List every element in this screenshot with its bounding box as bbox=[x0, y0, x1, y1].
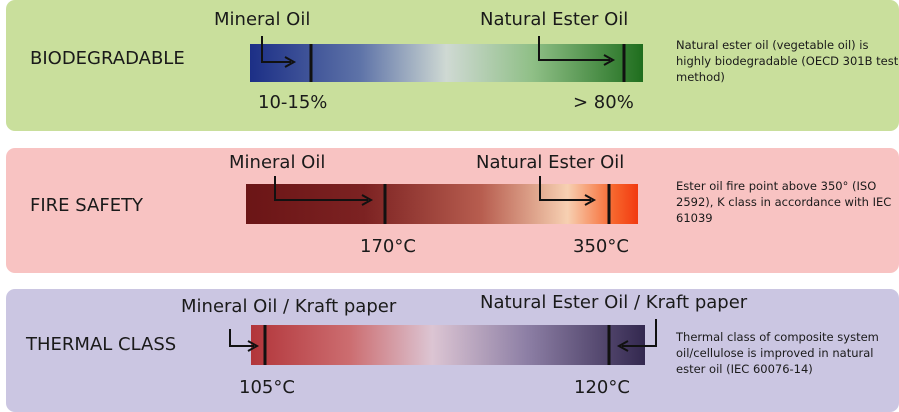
category-label: BIODEGRADABLE bbox=[30, 48, 185, 69]
thermal-class-gradient-bar bbox=[251, 325, 645, 365]
biodegradability-gradient-bar bbox=[250, 44, 643, 82]
mineral-oil-label: Mineral Oil bbox=[229, 152, 326, 173]
fire-safety-panel: FIRE SAFETY Mineral Oil Natural Ester Oi… bbox=[6, 148, 899, 273]
natural-ester-oil-label: Natural Ester Oil bbox=[476, 152, 625, 173]
natural-ester-oil-kraft-paper-label: Natural Ester Oil / Kraft paper bbox=[480, 292, 748, 313]
natural-ester-oil-value: 350°C bbox=[573, 236, 629, 257]
fire-safety-note: Ester oil fire point above 350° (ISO 259… bbox=[676, 179, 892, 225]
biodegradable-note: Natural ester oil (vegetable oil) is hig… bbox=[676, 38, 899, 84]
mineral-oil-value: 170°C bbox=[360, 236, 416, 257]
biodegradable-panel: BIODEGRADABLE Mineral Oil Natural Ester … bbox=[6, 0, 899, 131]
thermal-class-panel: THERMAL CLASS Mineral Oil / Kraft paper … bbox=[6, 289, 899, 412]
fire-point-gradient-bar bbox=[246, 184, 638, 224]
mineral-oil-label: Mineral Oil bbox=[214, 9, 311, 30]
thermal-class-note: Thermal class of composite system oil/ce… bbox=[676, 330, 879, 376]
natural-ester-oil-label: Natural Ester Oil bbox=[480, 9, 629, 30]
category-label: THERMAL CLASS bbox=[26, 334, 177, 355]
mineral-oil-value: 105°C bbox=[239, 377, 295, 398]
mineral-oil-kraft-paper-label: Mineral Oil / Kraft paper bbox=[181, 296, 397, 317]
fire-safety-arrows bbox=[274, 176, 611, 224]
category-label: FIRE SAFETY bbox=[30, 195, 144, 216]
thermal-class-arrows bbox=[229, 319, 657, 365]
natural-ester-oil-value: 120°C bbox=[574, 377, 630, 398]
biodegradable-arrows bbox=[261, 36, 626, 82]
natural-ester-oil-value: > 80% bbox=[573, 92, 634, 113]
mineral-oil-value: 10-15% bbox=[258, 92, 328, 113]
